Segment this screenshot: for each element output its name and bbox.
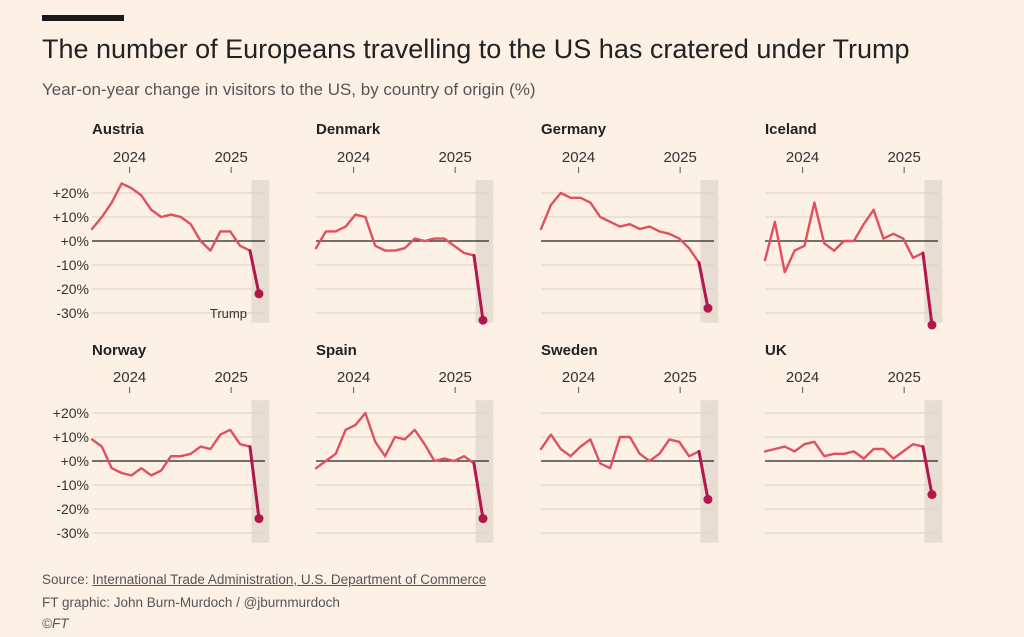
trump-annotation: Trump	[210, 306, 247, 321]
final-drop-line-uk	[921, 445, 934, 497]
y-tick-label: -10%	[56, 257, 89, 273]
final-point-iceland	[927, 320, 937, 330]
source-prefix: Source:	[42, 572, 93, 587]
y-tick-label: -20%	[56, 501, 89, 517]
series-line-spain	[314, 411, 476, 470]
panel-title-norway: Norway	[92, 342, 147, 359]
copyright-note: ©FT	[42, 616, 69, 631]
series-line-sweden	[539, 433, 701, 470]
final-drop-line-austria	[248, 249, 261, 296]
x-tick-label-norway: 2024	[113, 369, 146, 386]
panel-title-germany: Germany	[541, 121, 607, 138]
y-tick-label: -20%	[56, 281, 89, 297]
final-point-denmark	[478, 315, 488, 325]
trump-period-band-germany	[700, 180, 719, 323]
x-tick-label-sweden: 2025	[663, 369, 696, 386]
y-tick-label: +20%	[53, 185, 89, 201]
panel-title-uk: UK	[765, 342, 787, 359]
credit-note: FT graphic: John Burn-Murdoch / @jburnmu…	[42, 595, 340, 610]
final-point-uk	[927, 490, 937, 500]
y-tick-label: +10%	[53, 429, 89, 445]
trump-period-band-iceland	[924, 180, 943, 323]
source-link[interactable]: International Trade Administration, U.S.…	[92, 572, 487, 587]
y-tick-label: +0%	[61, 453, 89, 469]
series-line-denmark	[314, 213, 476, 257]
x-tick-label-austria: 2025	[214, 149, 247, 166]
source-note: Source: International Trade Administrati…	[42, 572, 486, 587]
x-tick-label-iceland: 2024	[786, 149, 819, 166]
y-tick-label: +10%	[53, 209, 89, 225]
final-point-sweden	[703, 494, 713, 504]
final-point-norway	[254, 514, 264, 524]
final-drop-line-spain	[472, 461, 485, 521]
x-tick-label-austria: 2024	[113, 149, 146, 166]
panel-title-denmark: Denmark	[316, 121, 381, 138]
y-tick-label: +0%	[61, 233, 89, 249]
series-line-austria	[90, 182, 252, 252]
x-tick-label-uk: 2024	[786, 369, 819, 386]
panel-title-iceland: Iceland	[765, 121, 817, 138]
chart-title: The number of Europeans travelling to th…	[42, 34, 910, 64]
final-drop-line-norway	[248, 445, 261, 521]
trump-period-band-uk	[924, 400, 943, 543]
panel-title-sweden: Sweden	[541, 342, 598, 359]
x-tick-label-norway: 2025	[214, 369, 247, 386]
trump-period-band-austria	[251, 180, 270, 323]
series-line-germany	[539, 191, 701, 264]
series-line-uk	[763, 440, 925, 460]
x-tick-label-spain: 2024	[337, 369, 370, 386]
x-tick-label-sweden: 2024	[562, 369, 595, 386]
x-tick-label-denmark: 2025	[438, 149, 471, 166]
trump-period-band-sweden	[700, 400, 719, 543]
y-tick-label: -10%	[56, 477, 89, 493]
x-tick-label-iceland: 2025	[887, 149, 920, 166]
series-line-iceland	[763, 201, 925, 274]
x-tick-label-spain: 2025	[438, 369, 471, 386]
final-drop-line-germany	[697, 261, 710, 310]
x-tick-label-germany: 2025	[663, 149, 696, 166]
final-point-spain	[478, 514, 488, 524]
panel-title-austria: Austria	[92, 121, 144, 138]
final-point-germany	[703, 303, 713, 313]
series-line-norway	[90, 428, 252, 477]
final-drop-line-iceland	[921, 251, 934, 327]
panel-title-spain: Spain	[316, 342, 357, 359]
trump-period-band-denmark	[475, 180, 494, 323]
final-drop-line-sweden	[697, 449, 710, 501]
y-tick-label: +20%	[53, 405, 89, 421]
final-point-austria	[254, 289, 264, 299]
final-drop-line-denmark	[472, 253, 485, 322]
y-tick-label: -30%	[56, 305, 89, 321]
chart-subtitle: Year-on-year change in visitors to the U…	[42, 80, 536, 99]
x-tick-label-uk: 2025	[887, 369, 920, 386]
trump-period-band-norway	[251, 400, 270, 543]
ft-accent-bar	[42, 15, 124, 21]
y-tick-label: -30%	[56, 525, 89, 541]
x-tick-label-germany: 2024	[562, 149, 595, 166]
x-tick-label-denmark: 2024	[337, 149, 370, 166]
